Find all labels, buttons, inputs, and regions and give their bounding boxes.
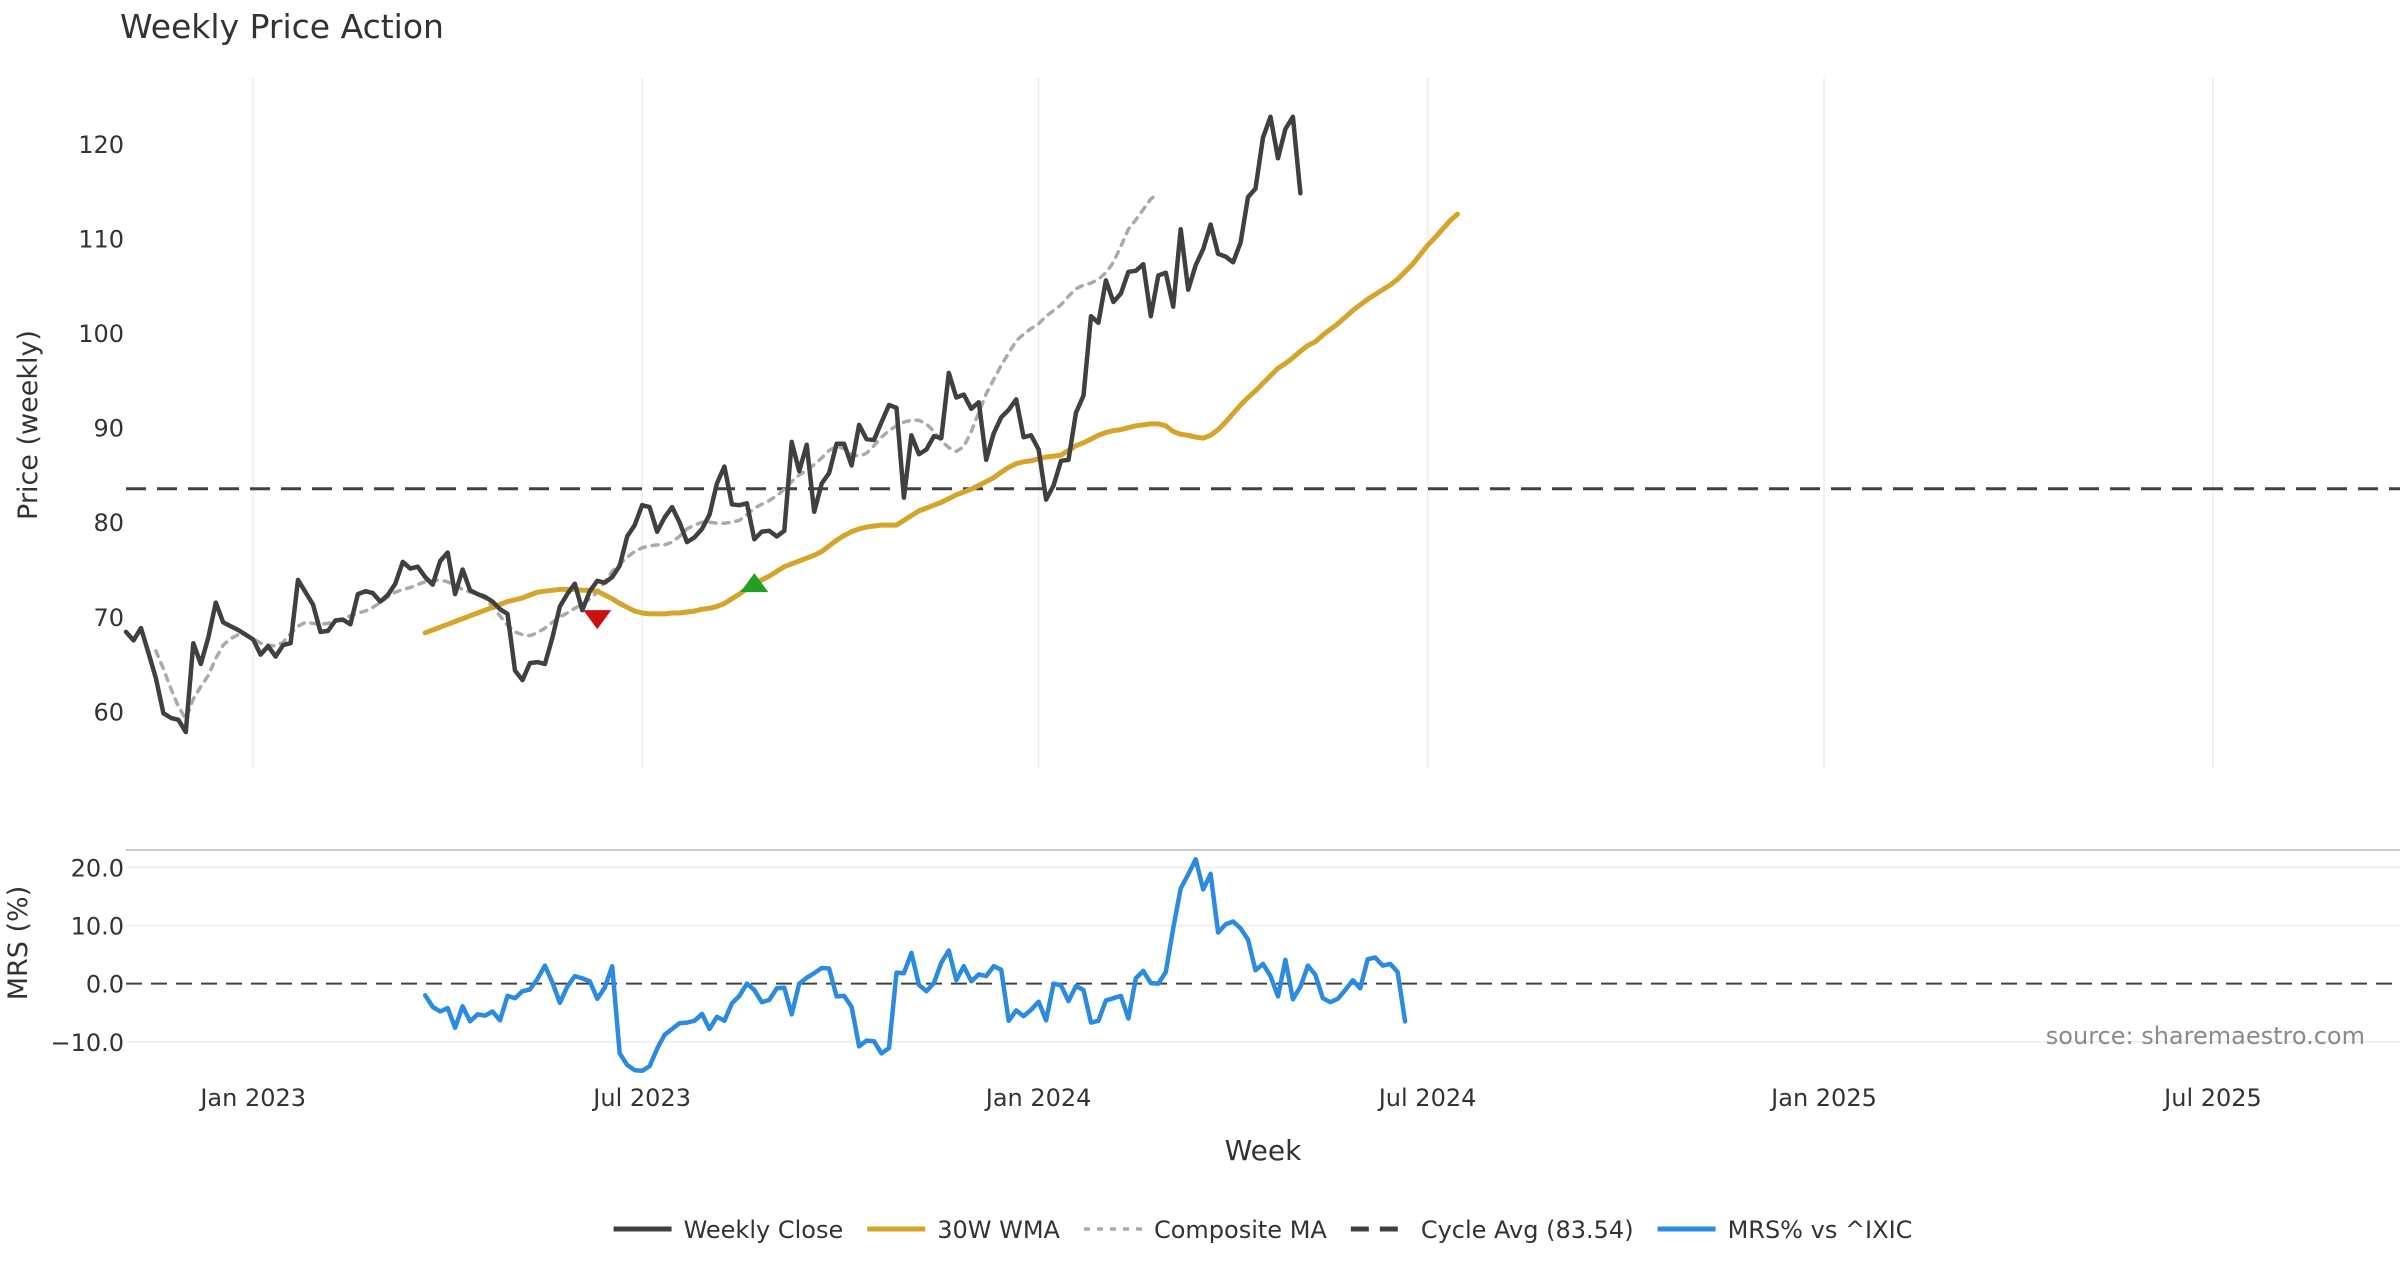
price-y-tick-label: 110 — [78, 226, 124, 254]
mrs-y-tick-label: 20.0 — [71, 854, 124, 882]
weekly-close-line — [123, 114, 1303, 735]
mrs-line — [422, 857, 1408, 1074]
mrs-gridlines — [126, 866, 2400, 1043]
mrs-y-ticks: −10.0 0.0 10.0 20.0 — [50, 854, 124, 1056]
price-y-axis-label: Price (weekly) — [13, 330, 44, 520]
buy-signal-marker — [740, 573, 769, 593]
legend-label-composite-ma: Composite MA — [1154, 1216, 1327, 1244]
30w-wma-line — [422, 211, 1460, 636]
legend: Weekly Close 30W WMA Composite MA Cycle Avg… — [613, 1216, 1913, 1244]
x-tick-label: Jul 2023 — [591, 1084, 691, 1112]
price-y-tick-label: 100 — [78, 320, 124, 348]
mrs-y-tick-label: 0.0 — [86, 971, 124, 999]
signal-markers — [583, 573, 769, 630]
price-y-tick-label: 80 — [93, 509, 124, 537]
price-y-ticks: 60 70 80 90 100 110 120 — [78, 131, 124, 726]
mrs-series-group — [422, 857, 1408, 1074]
legend-label-30w-wma: 30W WMA — [937, 1216, 1060, 1244]
x-tick-label: Jan 2024 — [984, 1084, 1092, 1112]
x-ticks: Jan 2023 Jul 2023 Jan 2024 Jul 2024 Jan 2025… — [198, 1084, 2262, 1112]
chart-title: Weekly Price Action — [120, 7, 444, 46]
x-tick-label: Jan 2023 — [198, 1084, 306, 1112]
composite-ma-line — [154, 191, 1161, 721]
source-note: source: sharemaestro.com — [2046, 1022, 2365, 1050]
mrs-y-tick-label: 10.0 — [71, 913, 124, 941]
x-tick-label: Jul 2025 — [2162, 1084, 2262, 1112]
x-tick-label: Jan 2025 — [1769, 1084, 1877, 1112]
price-y-tick-label: 120 — [78, 131, 124, 159]
x-axis-label: Week — [1225, 1134, 1302, 1167]
price-y-tick-label: 70 — [93, 604, 124, 632]
price-series-group — [123, 114, 1460, 735]
mrs-y-tick-label: −10.0 — [50, 1029, 124, 1057]
x-tick-label: Jul 2024 — [1377, 1084, 1477, 1112]
price-gridlines — [252, 78, 2214, 768]
mrs-y-axis-label: MRS (%) — [3, 886, 34, 1001]
legend-label-weekly-close: Weekly Close — [684, 1216, 844, 1244]
legend-label-cycle-avg-83-54: Cycle Avg (83.54) — [1421, 1216, 1634, 1244]
legend-label-mrs-vs-ixic: MRS% vs ^IXIC — [1728, 1216, 1913, 1244]
price-y-tick-label: 60 — [93, 698, 124, 726]
price-y-tick-label: 90 — [93, 415, 124, 443]
sell-signal-marker — [583, 610, 612, 630]
